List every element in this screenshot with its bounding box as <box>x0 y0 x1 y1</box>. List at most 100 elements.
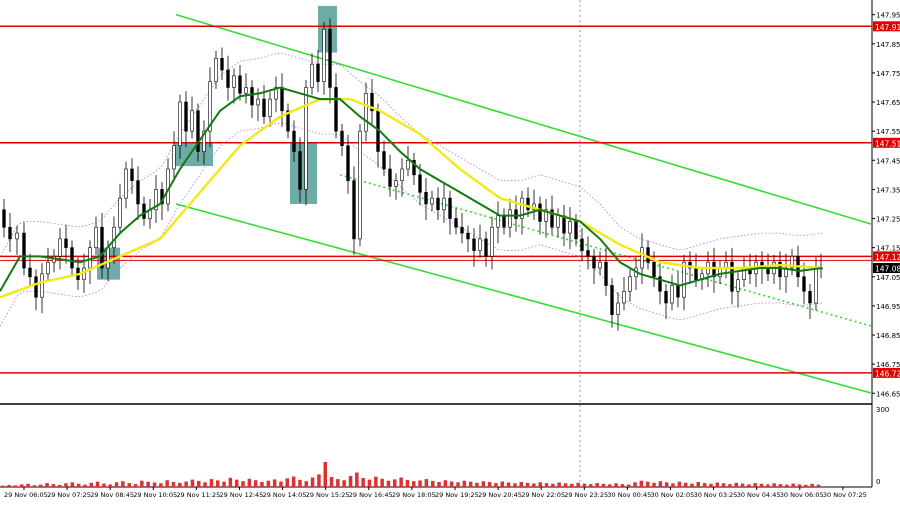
volume-bar <box>563 483 568 487</box>
candle-body <box>652 261 656 278</box>
candle-body <box>268 98 272 117</box>
candle-body <box>88 247 92 269</box>
candle-body <box>610 285 614 315</box>
candle-body <box>664 291 668 304</box>
volume-bar <box>658 481 663 487</box>
candle <box>424 178 428 220</box>
price-tick-label: 146.85 <box>876 332 900 340</box>
time-tick-label: 29 Nov 06:05 <box>4 491 48 499</box>
volume-bar <box>89 482 93 487</box>
candle-body <box>604 261 608 286</box>
candle-body <box>808 291 812 304</box>
volume-bar <box>753 483 757 488</box>
volume-bar <box>95 481 100 487</box>
volume-bar <box>424 479 429 487</box>
volume-bar <box>291 476 296 487</box>
candle <box>496 201 500 244</box>
candle <box>34 269 38 311</box>
candle-body <box>424 192 428 205</box>
candle <box>652 251 656 287</box>
volume-bar <box>178 482 182 487</box>
candle <box>70 240 74 276</box>
candle-body <box>370 92 374 112</box>
candle <box>268 91 272 127</box>
candle-body <box>412 159 416 176</box>
candle-body <box>244 87 248 94</box>
volume-bar <box>304 481 308 487</box>
candle <box>382 140 386 177</box>
volume-bar <box>32 485 37 487</box>
volume-bar <box>348 475 353 487</box>
candle <box>520 190 524 235</box>
volume-bar <box>747 484 751 487</box>
candle <box>40 263 44 314</box>
volume-bar <box>709 483 713 487</box>
level-label: 147.51 <box>875 139 900 148</box>
candle <box>46 247 50 282</box>
volume-max-label: 300 <box>876 406 889 414</box>
volume-bar <box>405 479 410 487</box>
signal-box <box>290 142 317 204</box>
candle-body <box>196 110 200 152</box>
level-tag <box>873 137 900 148</box>
volume-bar <box>108 484 112 487</box>
candle-body <box>394 180 398 187</box>
candle-body <box>220 58 224 71</box>
price-tick-label: 146.65 <box>876 390 900 398</box>
candle-body <box>640 247 644 269</box>
time-tick-label: 29 Nov 23:25 <box>564 491 608 499</box>
candle <box>244 73 248 104</box>
candle-body <box>388 168 392 187</box>
candle <box>154 175 158 223</box>
level-label: 146.72 <box>875 369 900 378</box>
time-tick-label: 29 Nov 11:25 <box>176 491 220 499</box>
candle <box>100 212 104 279</box>
candle <box>8 212 12 253</box>
candle <box>646 240 650 270</box>
volume-bar <box>209 479 214 487</box>
candle <box>736 272 740 308</box>
volume-bar <box>475 482 479 487</box>
volume-bar <box>323 462 327 487</box>
candle-body <box>460 226 464 234</box>
volume-bar <box>614 483 618 487</box>
volume-bar <box>620 484 625 487</box>
price-tick-label: 147.95 <box>876 12 900 20</box>
candle <box>298 137 302 203</box>
candle-body <box>520 197 524 219</box>
candle-body <box>484 238 488 257</box>
candle <box>442 183 446 223</box>
candle <box>334 73 338 139</box>
candle-body <box>8 226 12 240</box>
volume-bar <box>197 480 201 487</box>
volume-bar <box>38 484 43 487</box>
candle <box>526 187 530 218</box>
candle <box>406 145 410 177</box>
candle-body <box>730 261 734 292</box>
level-tag <box>873 367 900 378</box>
time-tick-label: 29 Nov 16:45 <box>349 491 393 499</box>
candle <box>544 199 548 238</box>
ema-green-line <box>0 86 823 292</box>
candle-body <box>118 197 122 228</box>
volume-bar <box>443 480 448 487</box>
candle <box>490 216 494 270</box>
volume-bar <box>759 483 764 487</box>
price-tick-label: 147.65 <box>876 99 900 107</box>
candle <box>484 231 488 267</box>
candle <box>640 233 644 285</box>
volume-bar <box>525 482 530 487</box>
volume-bar <box>766 484 770 487</box>
volume-bar <box>399 477 403 487</box>
time-tick-label: 29 Nov 10:05 <box>133 491 177 499</box>
candle-body <box>658 276 662 292</box>
price-tick-label: 147.35 <box>876 186 900 194</box>
volume-bar <box>646 481 650 487</box>
volume-bar <box>639 480 644 487</box>
candle-body <box>304 87 308 190</box>
candle-body <box>514 209 518 219</box>
candle-body <box>718 267 722 278</box>
candle <box>232 68 236 104</box>
candle <box>226 55 230 101</box>
